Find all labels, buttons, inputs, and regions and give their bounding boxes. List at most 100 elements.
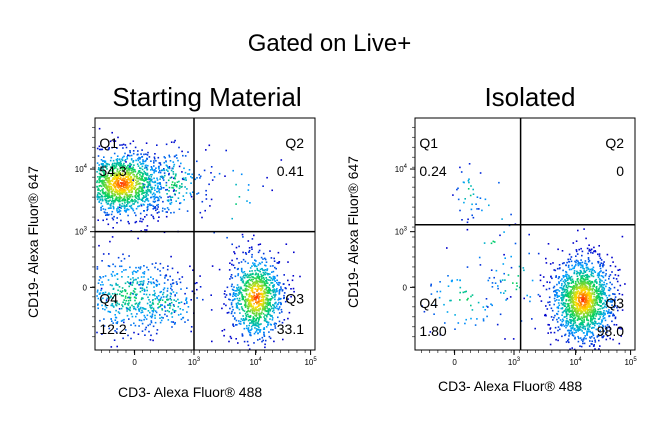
event-dot [262,339,264,342]
event-dot [251,265,253,267]
event-dot [624,283,626,285]
event-dot [568,278,571,280]
event-dot [103,170,105,172]
event-dot [248,249,251,252]
event-dot [199,286,202,288]
event-dot [142,195,145,197]
event-dot [137,172,139,174]
event-dot [456,279,459,281]
event-dot [106,163,109,165]
event-dot [116,199,119,202]
event-dot [573,290,575,292]
event-dot [144,308,147,310]
event-dot [249,299,251,301]
event-dot [251,287,253,289]
event-dot [174,294,176,296]
event-dot [144,178,147,180]
event-dot [175,190,177,192]
event-dot [576,307,579,310]
event-dot [577,277,579,280]
event-dot [599,323,602,325]
event-dot [262,307,265,309]
event-dot [273,323,276,325]
event-dot [579,317,582,320]
quadrant-name-q1: Q1 [99,135,118,151]
event-dot [243,322,245,325]
event-dot [119,191,122,194]
event-dot [243,299,246,302]
event-dot [272,307,275,309]
event-dot [468,181,470,184]
event-dot [265,280,268,283]
event-dot [578,317,580,319]
event-dot [257,297,260,299]
event-dot [618,293,621,295]
event-dot [126,292,128,295]
event-dot [273,288,275,290]
event-dot [164,301,167,304]
event-dot [178,278,181,280]
event-dot [439,281,441,283]
event-dot [116,173,118,176]
event-dot [134,303,137,305]
event-dot [267,311,270,313]
event-dot [598,274,601,277]
event-dot [591,340,593,343]
event-dot [158,306,160,308]
event-dot [567,313,569,316]
event-dot [129,282,131,285]
event-dot [128,184,131,187]
event-dot [124,295,127,298]
event-dot [182,177,185,179]
event-dot [138,190,141,192]
event-dot [590,271,593,273]
event-dot [136,201,139,204]
event-dot [104,161,106,163]
event-dot [165,160,167,163]
event-dot [196,288,198,291]
event-dot [611,283,613,286]
event-dot [618,342,621,345]
event-dot [250,274,252,276]
event-dot [164,277,166,279]
event-dot [260,273,262,276]
event-dot [566,325,568,327]
event-dot [567,322,570,325]
event-dot [592,272,594,275]
event-dot [471,214,473,217]
event-dot [172,190,175,192]
event-dot [239,323,242,325]
event-dot [132,177,135,180]
event-dot [132,140,135,142]
event-dot [461,219,463,221]
event-dot [571,307,573,309]
event-dot [126,179,129,181]
event-dot [169,297,172,300]
event-dot [570,260,573,263]
event-dot [238,297,241,300]
event-dot [260,285,263,288]
event-dot [577,328,579,331]
event-dot [115,196,118,198]
event-dot [107,279,110,281]
event-dot [174,174,177,177]
event-dot [269,298,271,300]
event-dot [235,338,237,340]
event-dot [581,286,584,289]
event-dot [197,192,200,194]
event-dot [264,301,267,304]
event-dot [586,275,588,277]
event-dot [151,306,153,309]
event-dot [459,299,461,301]
event-dot [601,319,604,322]
event-dot [592,313,594,316]
event-dot [154,266,156,269]
event-dot [157,196,159,199]
event-dot [251,280,254,283]
event-dot [184,171,187,174]
event-dot [152,281,155,284]
event-dot [585,293,587,296]
event-dot [101,205,104,207]
event-dot [119,175,121,177]
event-dot [154,200,157,203]
